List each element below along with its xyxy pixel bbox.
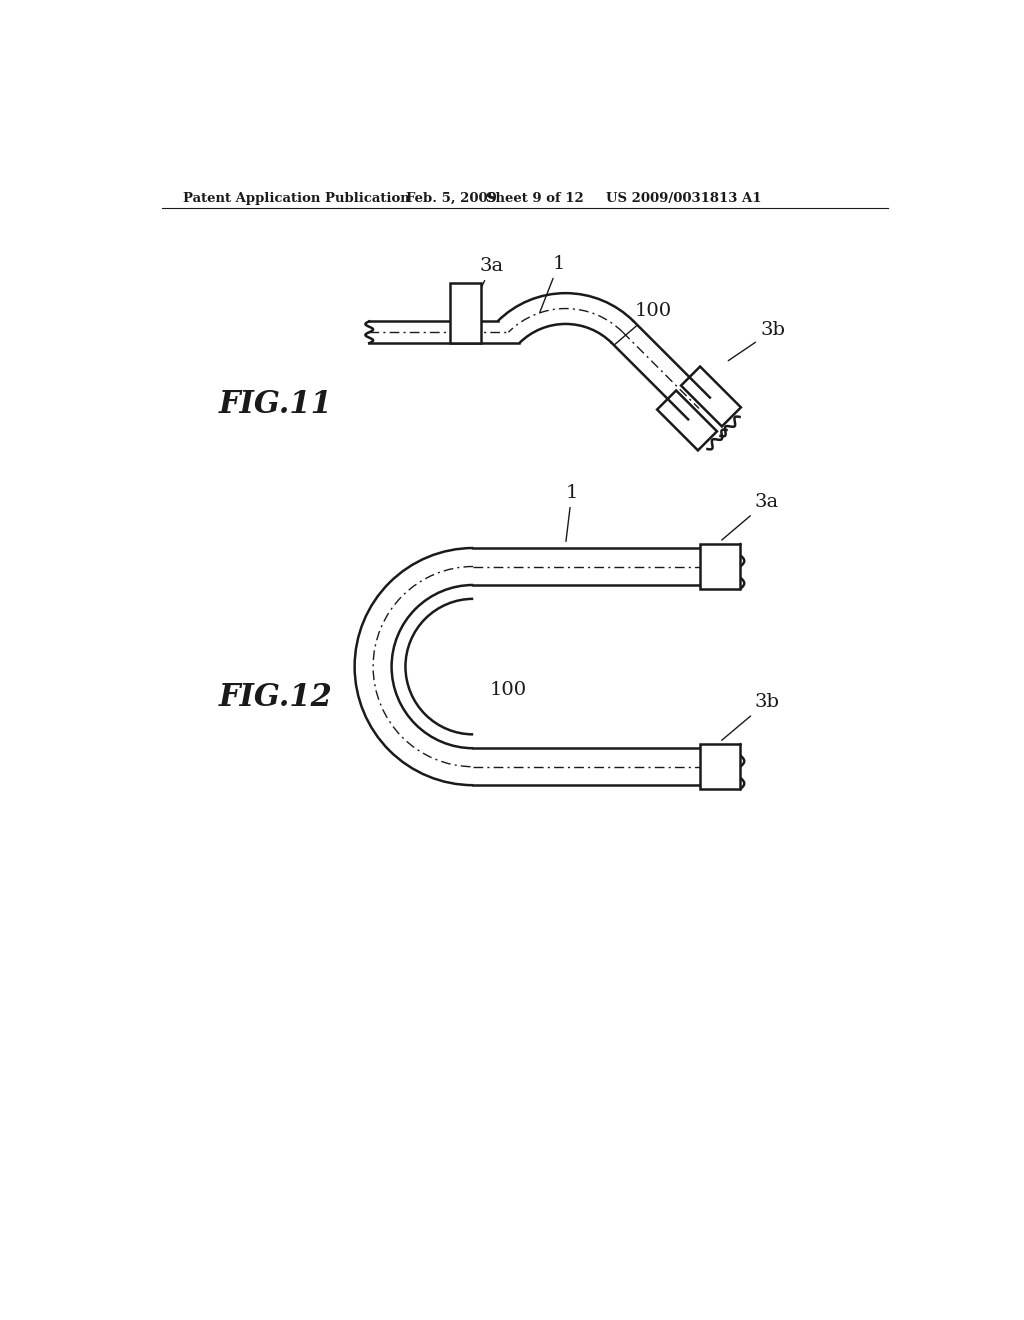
- Text: 1: 1: [565, 484, 578, 541]
- Text: 3a: 3a: [468, 257, 504, 315]
- Text: Patent Application Publication: Patent Application Publication: [183, 191, 410, 205]
- Text: Feb. 5, 2009: Feb. 5, 2009: [407, 191, 497, 205]
- Text: FIG.12: FIG.12: [219, 682, 333, 713]
- Text: 1: 1: [540, 255, 565, 313]
- Bar: [451, 282, 481, 343]
- Polygon shape: [657, 391, 717, 450]
- Bar: [700, 744, 740, 789]
- Text: 3b: 3b: [728, 321, 785, 360]
- Polygon shape: [681, 367, 741, 426]
- Text: 3a: 3a: [722, 494, 778, 540]
- Text: 100: 100: [489, 681, 526, 698]
- Text: US 2009/0031813 A1: US 2009/0031813 A1: [605, 191, 761, 205]
- Bar: [700, 544, 740, 589]
- Text: 3b: 3b: [722, 693, 779, 741]
- Text: Sheet 9 of 12: Sheet 9 of 12: [486, 191, 584, 205]
- Text: 100: 100: [614, 302, 672, 346]
- Text: FIG.11: FIG.11: [219, 389, 333, 420]
